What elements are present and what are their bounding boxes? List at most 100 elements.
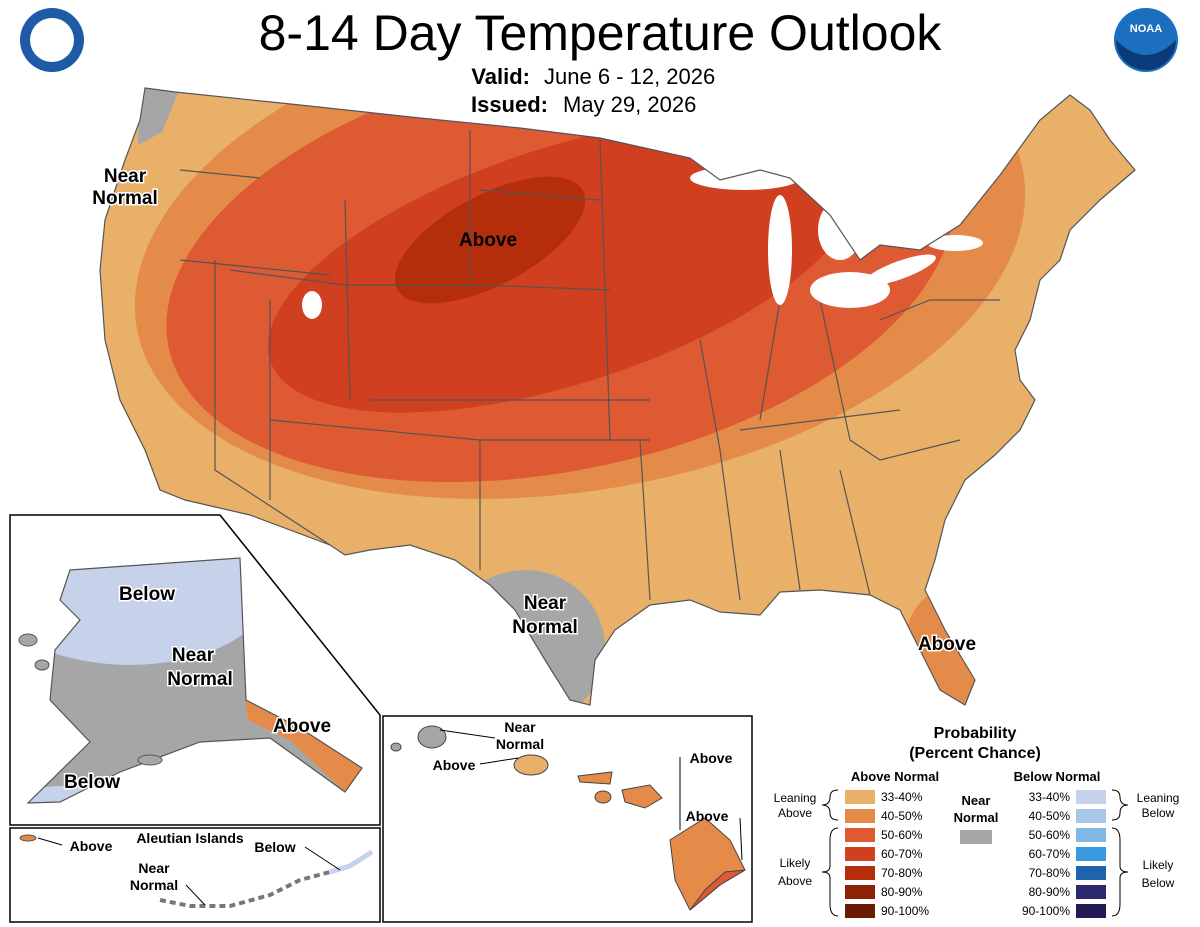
legend-swatch xyxy=(1076,904,1106,918)
label-aleut-above: Above xyxy=(70,838,113,854)
label-line: Near xyxy=(172,645,215,666)
label-texas-near: Near Normal xyxy=(512,593,577,638)
label-line: Likely xyxy=(1143,858,1174,872)
legend-swatch xyxy=(1076,885,1106,899)
leader xyxy=(37,837,63,846)
legend-swatch xyxy=(845,885,875,899)
zone-70-80 xyxy=(394,176,586,304)
oahu xyxy=(513,754,549,776)
label-hi-above-1: Above xyxy=(433,757,476,773)
island xyxy=(19,834,37,842)
lake-ontario xyxy=(927,235,983,251)
lanai xyxy=(594,790,612,804)
label-line: Normal xyxy=(512,617,577,638)
legend-bin-label: 90-100% xyxy=(881,904,929,918)
label-line: Near xyxy=(504,719,536,735)
legend-swatch xyxy=(845,809,875,823)
legend-likely-below: Likely Below xyxy=(1142,858,1175,890)
leader xyxy=(479,757,519,765)
label-line: Normal xyxy=(130,877,178,893)
legend-bin-label: 80-90% xyxy=(881,885,923,899)
valid-label: Valid: xyxy=(471,64,530,89)
label-line: Normal xyxy=(92,188,157,209)
legend-swatch xyxy=(1076,809,1106,823)
noaa-logo-wave xyxy=(1116,40,1176,70)
label-line: Normal xyxy=(496,736,544,752)
label-line: Above xyxy=(778,874,812,888)
legend-bin-label: 60-70% xyxy=(1029,847,1071,861)
zone-florida xyxy=(903,590,987,705)
legend-subtitle: (Percent Chance) xyxy=(909,745,1041,762)
legend-swatch xyxy=(845,866,875,880)
label-line: Above xyxy=(778,806,812,820)
legend: Probability (Percent Chance) Above Norma… xyxy=(774,725,1180,918)
legend-above-heading: Above Normal xyxy=(851,769,939,784)
label-ak-near: Near Normal xyxy=(167,645,232,690)
legend-swatch xyxy=(845,828,875,842)
legend-likely-above: Likely Above xyxy=(778,856,812,888)
great-salt-lake xyxy=(302,291,322,319)
legend-bin-label: 50-60% xyxy=(881,828,923,842)
zone-60-70 xyxy=(267,117,863,413)
niihau xyxy=(390,742,402,752)
label-line: Leaning xyxy=(1137,791,1180,805)
legend-near: Near Normal xyxy=(954,793,999,825)
legend-title: Probability xyxy=(934,725,1017,742)
island xyxy=(137,754,163,766)
maui xyxy=(621,784,663,809)
label-west-near: Near Normal xyxy=(92,166,157,209)
legend-bin-label: 80-90% xyxy=(1029,885,1071,899)
legend-bin-label: 40-50% xyxy=(881,809,923,823)
label-aleut-near: Near Normal xyxy=(130,860,178,893)
legend-bin-label: 70-80% xyxy=(881,866,923,880)
label-hi-above-3: Above xyxy=(686,808,729,824)
label-ak-below: Below xyxy=(119,584,175,605)
alaska-outline xyxy=(26,557,363,804)
legend-swatch xyxy=(845,904,875,918)
big-island-south xyxy=(689,869,746,911)
issued-label: Issued: xyxy=(471,92,548,117)
brace-above xyxy=(821,789,839,917)
legend-swatch xyxy=(845,790,875,804)
valid-dates: June 6 - 12, 2026 xyxy=(544,64,715,89)
leader xyxy=(439,729,496,739)
legend-near-swatch xyxy=(960,830,992,844)
conus-outline xyxy=(99,87,1136,706)
molokai xyxy=(577,771,613,785)
island xyxy=(34,659,50,671)
label-hi-above-2: Above xyxy=(690,750,733,766)
noaa-logo-text: NOAA xyxy=(1130,23,1162,35)
label-line: Normal xyxy=(167,669,232,690)
label-florida-above: Above xyxy=(918,634,976,655)
legend-bin-label: 33-40% xyxy=(1029,790,1071,804)
brace-below xyxy=(1111,789,1129,917)
label-line: Likely xyxy=(780,856,811,870)
label-line: Below xyxy=(1142,876,1175,890)
label-ak-below-sw: Below xyxy=(64,772,120,793)
legend-bin-label: 70-80% xyxy=(1029,866,1071,880)
lake-erie xyxy=(864,254,936,286)
canada-gap xyxy=(810,272,890,308)
legend-swatch xyxy=(1076,828,1106,842)
label-line: Near xyxy=(524,593,567,614)
label-center-above: Above xyxy=(459,230,517,251)
leader xyxy=(739,817,743,861)
aleutian-below xyxy=(329,849,374,875)
state-lines xyxy=(179,130,1000,601)
legend-bin-label: 40-50% xyxy=(1029,809,1071,823)
legend-leaning-above: Leaning Above xyxy=(774,791,817,820)
alaska-islands xyxy=(18,633,163,766)
label-hi-near: Near Normal xyxy=(496,719,544,752)
label-line: Leaning xyxy=(774,791,817,805)
legend-bin-label: 60-70% xyxy=(881,847,923,861)
label-aleut-below: Below xyxy=(254,839,295,855)
legend-bin-label: 90-100% xyxy=(1022,904,1070,918)
legend-swatch xyxy=(1076,866,1106,880)
label-line: Near xyxy=(138,860,170,876)
legend-bin-label: 33-40% xyxy=(881,790,923,804)
zone-near-west xyxy=(138,88,180,145)
doc-seal-inner xyxy=(30,18,74,62)
label-line: Normal xyxy=(954,810,999,825)
lake-michigan xyxy=(768,195,792,305)
